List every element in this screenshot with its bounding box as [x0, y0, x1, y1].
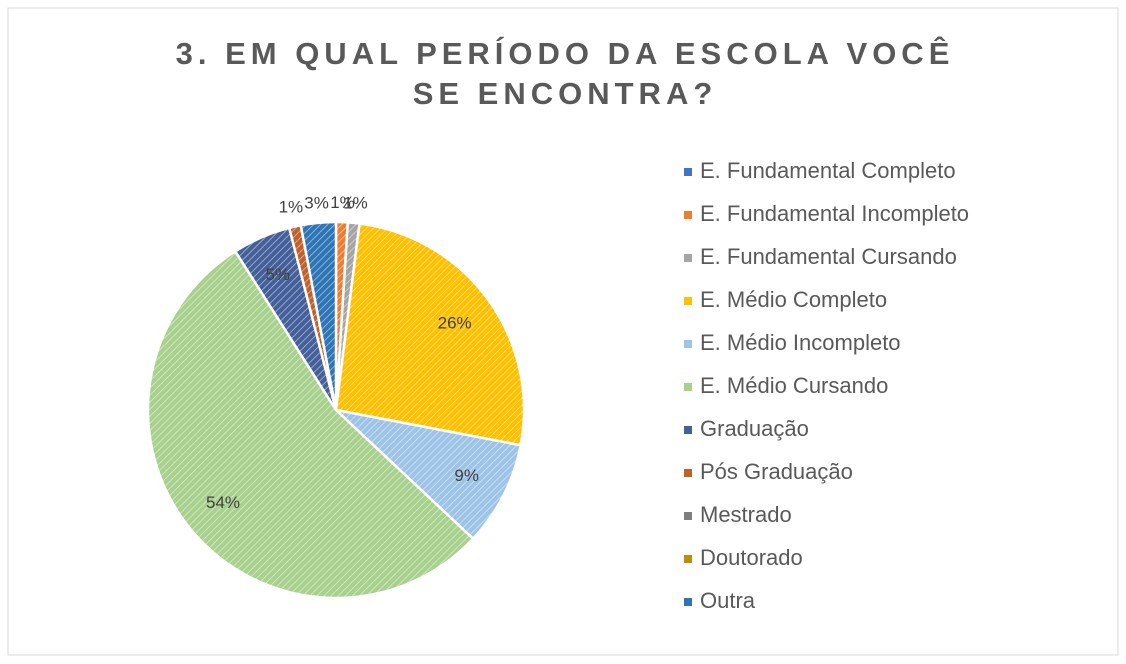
data-label: 3% [304, 194, 329, 213]
pie-slice [332, 407, 523, 541]
legend-label: Outra [700, 588, 756, 613]
legend-swatch [684, 598, 692, 606]
data-label: 1% [279, 198, 304, 217]
data-label: 9% [454, 466, 479, 485]
legend-swatch [684, 383, 692, 391]
legend-swatch [684, 426, 692, 434]
legend-label: E. Médio Cursando [700, 373, 888, 398]
pie-slice [334, 222, 526, 447]
legend-label: Doutorado [700, 545, 803, 570]
legend-swatch [684, 555, 692, 563]
legend-label: E. Fundamental Incompleto [700, 201, 969, 226]
data-label: 1% [343, 194, 368, 213]
legend-swatch [684, 469, 692, 477]
legend-swatch [684, 340, 692, 348]
data-label: 1% [330, 193, 355, 212]
legend-label: E. Médio Incompleto [700, 330, 901, 355]
legend-label: Pós Graduação [700, 459, 853, 484]
legend-label: E. Médio Completo [700, 287, 887, 312]
legend-label: Mestrado [700, 502, 792, 527]
data-label: 54% [206, 493, 240, 512]
legend-swatch [684, 297, 692, 305]
legend-label: E. Fundamental Cursando [700, 244, 957, 269]
legend-swatch [684, 168, 692, 176]
legend-label: E. Fundamental Completo [700, 158, 956, 183]
data-label: 26% [438, 313, 472, 332]
legend-label: Graduação [700, 416, 809, 441]
legend-swatch [684, 512, 692, 520]
legend-swatch [684, 211, 692, 219]
data-label: 5% [265, 265, 290, 284]
legend-swatch [684, 254, 692, 262]
chart-title: 3. EM QUAL PERÍODO DA ESCOLA VOCÊ SE ENC… [175, 36, 955, 111]
pie-slice [299, 220, 338, 411]
pie-slice [146, 249, 475, 600]
